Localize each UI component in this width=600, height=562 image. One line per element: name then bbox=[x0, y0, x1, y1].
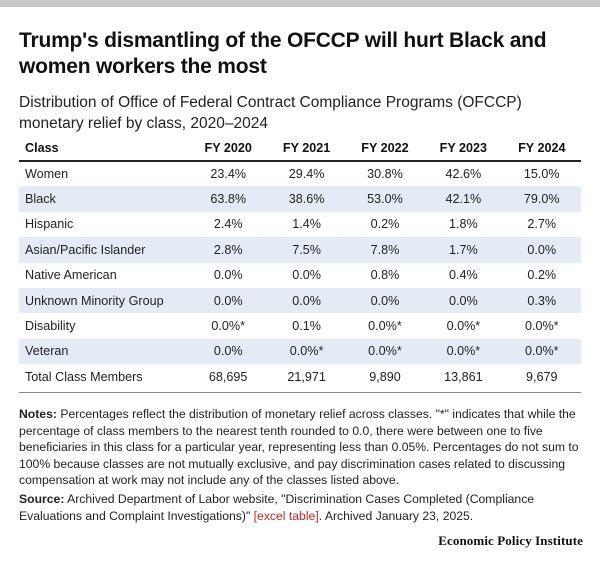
row-label: Disability bbox=[25, 319, 76, 334]
table-cell: 42.1% bbox=[424, 186, 503, 212]
table-row: Veteran 0.0% 0.0%* 0.0%* 0.0%* 0.0%* bbox=[19, 338, 581, 365]
table-row: Native American 0.0% 0.0% 0.8% 0.4% 0.2% bbox=[19, 263, 581, 288]
table-cell: 21,971 bbox=[287, 369, 326, 384]
table-cell: 15.0% bbox=[523, 167, 560, 182]
source-label: Source: bbox=[19, 492, 65, 506]
brand-logo: Economic Policy Institute bbox=[438, 533, 583, 548]
column-header-class: Class bbox=[19, 136, 189, 162]
table-cell: 0.0% bbox=[502, 237, 581, 263]
table-cell: 1.7% bbox=[424, 237, 503, 263]
source: Source: Archived Department of Labor web… bbox=[19, 491, 584, 524]
table-cell: 2.4% bbox=[213, 217, 243, 232]
table-cell: 42.6% bbox=[445, 167, 482, 182]
column-header-year: FY 2021 bbox=[267, 136, 346, 162]
table-row: Hispanic 2.4% 1.4% 0.2% 1.8% 2.7% bbox=[19, 212, 581, 237]
table-cell: 30.8% bbox=[367, 167, 403, 182]
table-cell: 0.2% bbox=[527, 268, 557, 283]
table-cell: 7.8% bbox=[345, 237, 425, 263]
excel-table-link[interactable]: [excel table] bbox=[253, 508, 319, 523]
chart-title: Trump's dismantling of the OFCCP will hu… bbox=[19, 29, 547, 78]
table-cell: 0.1% bbox=[292, 319, 321, 334]
table-cell: 0.0%* bbox=[446, 319, 481, 334]
table-cell: 1.4% bbox=[292, 217, 321, 232]
table-cell: 0.0%* bbox=[345, 338, 425, 365]
table-row: Unknown Minority Group 0.0% 0.0% 0.0% 0.0% 0.… bbox=[19, 287, 581, 314]
table-cell: 1.8% bbox=[449, 217, 478, 232]
table-cell: 9,679 bbox=[526, 369, 558, 384]
row-label: Asian/Pacific Islander bbox=[19, 237, 189, 263]
table-row: Total Class Members 68,695 21,971 9,890 13,8… bbox=[19, 364, 581, 389]
table-cell: 0.0% bbox=[424, 287, 503, 314]
row-label: Veteran bbox=[19, 338, 189, 365]
table-cell: 9,890 bbox=[369, 369, 401, 384]
table-cell: 0.8% bbox=[370, 268, 400, 283]
table-cell: 0.0% bbox=[189, 338, 268, 365]
table-cell: 0.0% bbox=[345, 287, 425, 314]
table-cell: 0.2% bbox=[370, 217, 400, 232]
row-label: Hispanic bbox=[25, 217, 74, 232]
table-row: Black 63.8% 38.6% 53.0% 42.1% 79.0% bbox=[19, 186, 581, 212]
table-cell: 63.8% bbox=[189, 186, 268, 212]
table-cell: 0.0% bbox=[267, 287, 346, 314]
table-cell: 0.0%* bbox=[267, 338, 346, 365]
notes-text: Percentages reflect the distribution of … bbox=[19, 407, 579, 487]
row-label: Black bbox=[19, 186, 189, 212]
table-cell: 0.0% bbox=[213, 268, 243, 283]
source-archived: . Archived January 23, 2025. bbox=[318, 508, 474, 523]
chart-subtitle: Distribution of Office of Federal Contra… bbox=[19, 94, 522, 132]
table-cell: 0.0%* bbox=[502, 338, 581, 365]
table-row: Women 23.4% 29.4% 30.8% 42.6% 15.0% bbox=[19, 161, 581, 186]
row-label: Women bbox=[25, 167, 69, 182]
table-cell: 0.3% bbox=[502, 287, 581, 314]
table-cell: 0.0%* bbox=[424, 338, 503, 365]
table-cell: 38.6% bbox=[267, 186, 346, 212]
table-cell: 0.0% bbox=[292, 268, 321, 283]
column-header-year: FY 2024 bbox=[502, 136, 581, 162]
table-bottom-rule bbox=[19, 392, 581, 393]
table-row: Disability 0.0%* 0.1% 0.0%* 0.0%* 0.0%* bbox=[19, 313, 581, 338]
table-cell: 2.7% bbox=[527, 217, 557, 232]
table-cell: 0.0% bbox=[189, 287, 268, 314]
table-cell: 0.0%* bbox=[524, 319, 559, 334]
table-cell: 7.5% bbox=[267, 237, 346, 263]
source-text: Archived Department of Labor website, "D… bbox=[19, 492, 535, 523]
table-cell: 29.4% bbox=[288, 167, 325, 182]
table-cell: 13,861 bbox=[444, 369, 483, 384]
table-row: Asian/Pacific Islander 2.8% 7.5% 7.8% 1.7% 0.… bbox=[19, 237, 581, 263]
top-bar bbox=[0, 0, 600, 7]
notes: Notes: Percentages reflect the distribut… bbox=[19, 406, 584, 489]
column-header-year: FY 2020 bbox=[189, 136, 268, 162]
notes-label: Notes: bbox=[19, 407, 57, 421]
column-header-year: FY 2023 bbox=[424, 136, 503, 162]
table-cell: 23.4% bbox=[210, 167, 247, 182]
column-header-year: FY 2022 bbox=[345, 136, 425, 162]
row-label: Unknown Minority Group bbox=[19, 287, 189, 314]
table-cell: 79.0% bbox=[502, 186, 581, 212]
table-cell: 2.8% bbox=[189, 237, 268, 263]
table-cell: 0.4% bbox=[449, 268, 478, 283]
table-cell: 0.0%* bbox=[368, 319, 402, 334]
row-label: Total Class Members bbox=[25, 369, 143, 384]
table-cell: 0.0%* bbox=[211, 319, 245, 334]
data-table: Class FY 2020 FY 2021 FY 2022 FY 2023 FY 2024… bbox=[19, 136, 581, 390]
table-body: Women 23.4% 29.4% 30.8% 42.6% 15.0% Black 63.8%… bbox=[19, 161, 581, 390]
row-label: Native American bbox=[25, 268, 117, 283]
table-cell: 53.0% bbox=[345, 186, 425, 212]
table-cell: 68,695 bbox=[208, 369, 248, 384]
table-header-row: Class FY 2020 FY 2021 FY 2022 FY 2023 FY 2024 bbox=[19, 136, 581, 162]
